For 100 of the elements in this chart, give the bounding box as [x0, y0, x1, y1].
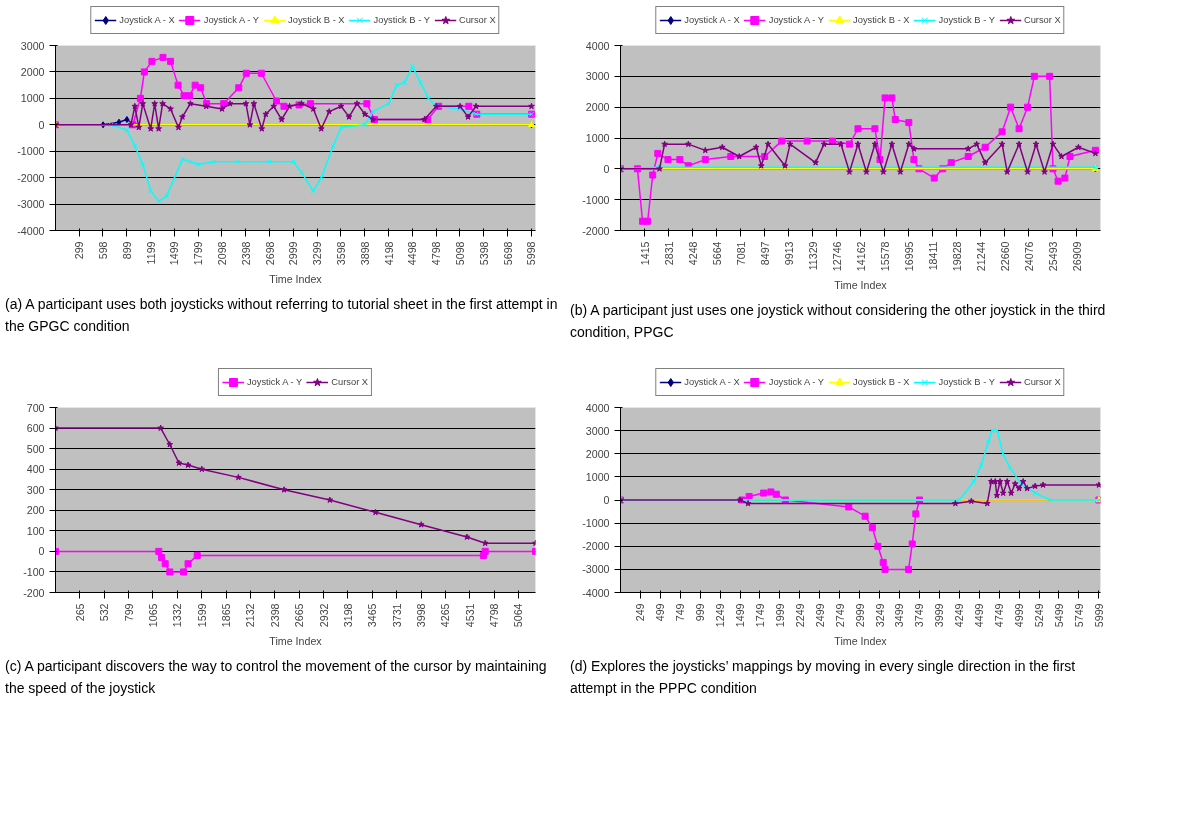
- text: (b) A participant just uses one joystick without considering the other joystick in the third condition, PPGC: [570, 301, 1107, 343]
- x-tick-label: 3299: [311, 241, 324, 266]
- x-tick-label: 5999: [1092, 603, 1105, 628]
- x-tick-label: 749: [674, 603, 687, 622]
- x-tick-label: 2665: [293, 603, 306, 628]
- y-tick-label: -3000: [17, 198, 45, 211]
- legend-label: Joystick B - Y: [938, 377, 995, 387]
- x-tick-label: 249: [634, 603, 647, 622]
- x-tick-label: 1065: [146, 603, 159, 628]
- x-tick-label: 4265: [439, 603, 452, 628]
- legend-label: Joystick A - X: [684, 377, 740, 387]
- x-tick-label: 5664: [710, 241, 723, 266]
- legend-label: Joystick A - X: [684, 15, 740, 25]
- x-tick-label: 9913: [782, 241, 795, 266]
- x-axis-title: Time Index: [834, 635, 888, 648]
- x-tick-label: 5064: [512, 603, 525, 628]
- x-tick-label: 799: [122, 603, 135, 622]
- x-tick-label: 1199: [144, 241, 157, 265]
- x-tick-label: 18411: [926, 241, 939, 271]
- x-tick-label: 2999: [853, 603, 866, 628]
- x-tick-label: 598: [96, 241, 109, 260]
- y-tick-label: -1000: [582, 193, 610, 206]
- x-tick-label: 26909: [1070, 241, 1083, 272]
- y-tick-label: 3000: [585, 424, 610, 437]
- x-tick-label: 3598: [334, 241, 347, 266]
- x-tick-label: 7081: [734, 241, 747, 266]
- x-tick-label: 5249: [1033, 603, 1046, 628]
- x-tick-label: 1499: [168, 241, 181, 266]
- x-tick-label: 499: [654, 603, 667, 622]
- x-tick-label: 14162: [854, 241, 867, 272]
- y-tick-label: 200: [26, 504, 45, 517]
- legend-label: Joystick B - X: [853, 377, 910, 387]
- y-tick-label: 2000: [20, 65, 45, 78]
- x-tick-label: 1332: [171, 603, 184, 628]
- y-tick-label: 1000: [585, 132, 610, 144]
- x-tick-label: 4498: [406, 241, 419, 266]
- x-tick-label: 2749: [833, 603, 846, 628]
- x-tick-label: 4499: [973, 603, 986, 628]
- x-tick-label: 1415: [638, 241, 651, 266]
- x-tick-label: 22660: [998, 241, 1011, 272]
- x-tick-label: 4248: [686, 241, 699, 266]
- x-tick-label: 5998: [525, 241, 538, 266]
- x-tick-label: 4249: [953, 603, 966, 628]
- x-tick-label: 12746: [830, 241, 843, 272]
- x-tick-label: 4999: [1013, 603, 1026, 628]
- x-tick-label: 3465: [366, 603, 379, 628]
- y-tick-label: 100: [26, 524, 45, 537]
- y-tick-label: -1000: [17, 145, 45, 158]
- x-tick-label: 4798: [488, 603, 501, 628]
- x-tick-label: 1749: [753, 603, 766, 628]
- y-tick-label: 600: [26, 422, 45, 435]
- x-tick-label: 1599: [195, 603, 208, 628]
- x-tick-label: 899: [120, 241, 133, 260]
- y-tick-label: 3000: [20, 39, 45, 52]
- x-tick-label: 3999: [933, 603, 946, 628]
- y-tick-label: 0: [38, 545, 45, 558]
- text: (c) A participant discovers the way to control the movement of the cursor by maintaining the speed of the joystick: [5, 657, 548, 699]
- x-tick-label: 3749: [913, 603, 926, 628]
- legend-label: Joystick B - X: [853, 15, 910, 25]
- x-tick-label: 5098: [453, 241, 466, 266]
- y-tick-label: 0: [603, 494, 610, 506]
- x-tick-label: 2098: [215, 241, 228, 266]
- x-tick-label: 5499: [1052, 603, 1065, 628]
- x-tick-label: 4798: [430, 241, 443, 266]
- x-tick-label: 5398: [477, 241, 490, 266]
- legend-label: Cursor X: [458, 15, 496, 25]
- y-tick-label: 700: [26, 401, 45, 414]
- legend-label: Joystick B - Y: [373, 15, 430, 25]
- x-tick-label: 4531: [463, 603, 476, 628]
- y-tick-label: -1000: [582, 517, 610, 530]
- y-tick-label: -2000: [17, 171, 45, 184]
- x-tick-label: 24076: [1022, 241, 1035, 272]
- y-tick-label: 500: [26, 442, 45, 455]
- x-tick-label: 1865: [220, 603, 233, 628]
- x-tick-label: 299: [73, 241, 86, 260]
- y-tick-label: 4000: [585, 39, 610, 52]
- x-axis-title: Time Index: [269, 273, 323, 286]
- y-tick-label: 3000: [585, 70, 610, 83]
- y-tick-label: -4000: [17, 224, 45, 237]
- y-tick-label: 2000: [585, 101, 610, 114]
- x-tick-label: 3898: [358, 241, 371, 266]
- y-tick-label: 0: [603, 162, 610, 175]
- x-tick-label: 2932: [317, 603, 330, 628]
- legend-label: Joystick A - Y: [203, 15, 260, 25]
- x-tick-label: 16995: [902, 241, 915, 272]
- x-tick-label: 2499: [813, 603, 826, 628]
- legend-label: Cursor X: [1023, 15, 1061, 25]
- legend-label: Joystick B - Y: [938, 15, 995, 25]
- y-tick-label: -100: [23, 565, 45, 578]
- x-tick-label: 2831: [662, 241, 675, 266]
- x-tick-label: 2398: [268, 603, 281, 628]
- legend-label: Joystick A - X: [119, 15, 175, 25]
- x-tick-label: 532: [98, 603, 111, 622]
- y-tick-label: 300: [26, 483, 45, 496]
- y-tick-label: 2000: [585, 447, 610, 460]
- x-tick-label: 1249: [714, 603, 727, 628]
- x-tick-label: 2398: [239, 241, 252, 266]
- legend-label: Cursor X: [331, 377, 369, 387]
- x-tick-label: 1799: [192, 241, 205, 266]
- x-tick-label: 3198: [341, 603, 354, 628]
